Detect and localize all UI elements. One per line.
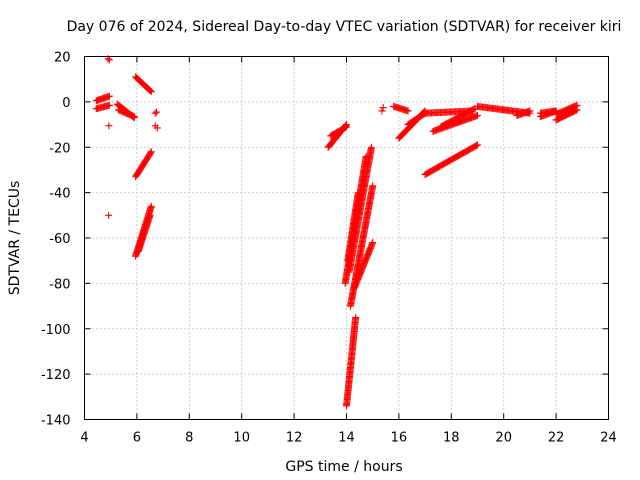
y-tick-label: -40	[49, 187, 70, 202]
x-tick-label: 18	[443, 431, 460, 446]
x-tick-labels: 4 6 8 10 12 14 16 18 20 22 24	[80, 431, 616, 446]
data-point	[354, 189, 362, 197]
data-point	[105, 211, 113, 219]
y-tick-label: -120	[41, 368, 71, 383]
data-point	[369, 182, 377, 190]
data-point	[379, 104, 387, 112]
y-tick-label: -80	[49, 277, 70, 292]
x-tick-label: 8	[185, 431, 193, 446]
x-tick-label: 24	[600, 431, 617, 446]
data-point	[474, 111, 481, 119]
x-tick-label: 20	[495, 431, 512, 446]
x-tick-label: 12	[286, 431, 303, 446]
plot-frame	[84, 56, 609, 420]
data-point	[105, 101, 113, 109]
data-point	[153, 108, 161, 116]
x-tick-label: 6	[133, 431, 141, 446]
y-tick-label: 0	[62, 96, 70, 111]
data-point	[472, 142, 480, 150]
data-point	[378, 107, 386, 115]
data-point	[526, 107, 534, 115]
data-point	[105, 122, 113, 130]
y-tick-label: -140	[41, 414, 71, 429]
data-point	[105, 56, 113, 64]
data-point	[147, 88, 155, 96]
data-point	[369, 239, 377, 247]
data-point	[352, 313, 360, 321]
y-tick-label: -100	[41, 323, 71, 338]
data-point	[146, 211, 154, 219]
data-point	[404, 107, 412, 115]
chart-title: Day 076 of 2024, Sidereal Day-to-day VTE…	[67, 19, 622, 35]
y-tick-label: -20	[49, 141, 70, 156]
data-point	[153, 124, 161, 132]
data-point	[105, 92, 113, 100]
data-point	[147, 202, 155, 210]
y-tick-labels: 20 0 -20 -40 -60 -80 -100 -120 -140	[41, 51, 71, 429]
data-point	[367, 143, 375, 151]
x-tick-label: 16	[391, 431, 408, 446]
grid	[84, 56, 609, 420]
x-tick-label: 4	[80, 431, 88, 446]
y-tick-label: -60	[49, 232, 70, 247]
data-point	[147, 148, 155, 156]
data-point	[470, 105, 478, 113]
data-point	[343, 123, 350, 131]
x-tick-label: 22	[548, 431, 565, 446]
data-point	[130, 113, 138, 121]
x-tick-label: 10	[233, 431, 250, 446]
x-tick-label: 14	[338, 431, 355, 446]
y-axis-label: SDTVAR / TECUs	[7, 181, 23, 296]
y-tick-label: 20	[54, 51, 71, 66]
data-point	[341, 123, 349, 131]
data-point	[151, 109, 159, 117]
data-point	[474, 141, 481, 149]
data-points	[92, 55, 581, 410]
data-point	[146, 87, 154, 95]
data-point	[147, 149, 155, 157]
x-axis-label: GPS time / hours	[285, 459, 402, 475]
data-point	[573, 101, 581, 109]
